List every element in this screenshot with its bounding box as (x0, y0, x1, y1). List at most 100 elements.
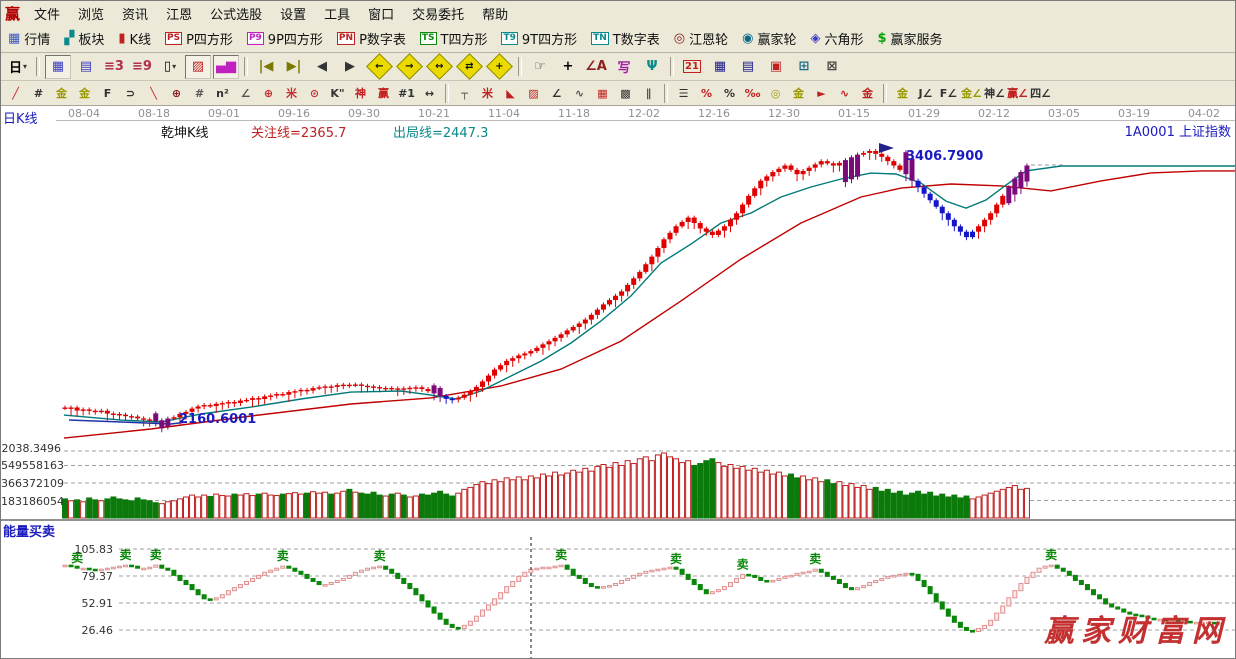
toolbar-item-gann-wheel[interactable]: ◎ 江恩轮 (667, 27, 735, 50)
gann-gold-grid2-tool[interactable]: 金 (74, 83, 95, 103)
menu-item-4[interactable]: 公式选股 (210, 7, 263, 23)
ying-grid-tool[interactable]: 赢 (373, 83, 394, 103)
menu-item-3[interactable]: 江恩 (166, 7, 193, 23)
grid-tool[interactable]: # (28, 83, 49, 103)
grid-123-tool[interactable]: #1 (396, 83, 417, 103)
rays-tool[interactable]: 米 (477, 83, 498, 103)
gold-wave-tool[interactable]: 金 (857, 83, 878, 103)
wave-3-button[interactable]: ≡3 (101, 54, 127, 79)
f-angle-tool[interactable]: F∠ (938, 83, 959, 103)
toolbar-item-9p-square[interactable]: P9 9P四方形 (240, 27, 330, 50)
diamond-left-button[interactable]: ← (365, 53, 393, 80)
prev-page-button[interactable]: ◀ (309, 54, 335, 79)
menu-item-2[interactable]: 资讯 (122, 7, 149, 23)
gann-note-button[interactable]: 写 (611, 54, 637, 79)
shen-angle-tool[interactable]: 神∠ (984, 83, 1005, 103)
remote-button[interactable]: ⊞ (791, 54, 817, 79)
box-rays-tool[interactable]: ▨ (523, 83, 544, 103)
n-square-tool[interactable]: n² (212, 83, 233, 103)
menu-item-0[interactable]: 文件 (34, 7, 61, 23)
next-page-button[interactable]: ▶ (337, 54, 363, 79)
width-measure-tool[interactable]: ↔ (419, 83, 440, 103)
diamond-expand-button[interactable]: + (485, 53, 513, 80)
flag-tool[interactable]: ► (811, 83, 832, 103)
gold-line-tool[interactable]: 金 (788, 83, 809, 103)
toolbar-item-winner-service[interactable]: $ 赢家服务 (870, 27, 949, 50)
toolbar-item-t-square[interactable]: TS T四方形 (413, 27, 495, 50)
circle-cross-tool[interactable]: ⊕ (258, 83, 279, 103)
tsquare-tool[interactable]: ┬ (454, 83, 475, 103)
toolbar-item-sector-blocks[interactable]: ▞ 板块 (57, 27, 111, 50)
menu-item-9[interactable]: 帮助 (482, 7, 509, 23)
print-button[interactable]: ⊠ (819, 54, 845, 79)
info-panel-button[interactable]: ▤ (73, 54, 99, 79)
wave-tool[interactable]: ∿ (834, 83, 855, 103)
permille-tool[interactable]: ‰ (742, 83, 763, 103)
angle-tool-button[interactable]: ∠A (583, 54, 609, 79)
toolbar-item-kline[interactable]: ▮ K线 (111, 27, 158, 50)
symbol-code: 1A0001 (1124, 125, 1175, 140)
parallel-lines-tool[interactable]: ∥ (638, 83, 659, 103)
pen-tool[interactable]: ╱ (5, 83, 26, 103)
energy-chart-button[interactable]: ▄▆ (213, 54, 239, 79)
save-button[interactable]: ▣ (763, 54, 789, 79)
dark-grid-tool[interactable]: ▩ (615, 83, 636, 103)
corner-rays-tool[interactable]: ◣ (500, 83, 521, 103)
calendar-button[interactable]: 21 (679, 54, 705, 79)
tsquare-tool-icon: ┬ (461, 86, 468, 100)
pattern-window-button[interactable]: ▦ (45, 54, 71, 79)
mirror-angle-tool[interactable]: ∠ (235, 83, 256, 103)
chip-distribution-button[interactable]: ▨ (185, 54, 211, 79)
percent-angle-tool[interactable]: % (696, 83, 717, 103)
menu-item-7[interactable]: 窗口 (368, 7, 395, 23)
notes-button[interactable]: ▤ (735, 54, 761, 79)
menu-item-8[interactable]: 交易委托 (412, 7, 465, 23)
crosshair-tool-button[interactable]: + (555, 54, 581, 79)
gann-gold-grid-tool[interactable]: 金 (51, 83, 72, 103)
gann-circle-tool[interactable]: ⊕ (166, 83, 187, 103)
toolbar-item-p-number-table[interactable]: PN P数字表 (330, 27, 413, 50)
toolbar-item-t-number-table[interactable]: TN T数字表 (584, 27, 667, 50)
toolbar-item-winner-wheel[interactable]: ◉ 赢家轮 (735, 27, 803, 50)
grid-dense-tool[interactable]: # (189, 83, 210, 103)
calculator-button[interactable]: ▦ (707, 54, 733, 79)
gold-angle-tool[interactable]: 金 (892, 83, 913, 103)
candle-style-button[interactable]: ▯ ▾ (157, 54, 183, 79)
circle-grid-tool[interactable]: ⊙ (304, 83, 325, 103)
period-day-button[interactable]: 日 ▾ (5, 54, 31, 79)
gold-circle-tool[interactable]: ◎ (765, 83, 786, 103)
jin-angle-tool[interactable]: 金∠ (961, 83, 982, 103)
levels-tool[interactable]: ☰ (673, 83, 694, 103)
first-page-button[interactable]: |◀ (253, 54, 279, 79)
shen-grid-tool[interactable]: 神 (350, 83, 371, 103)
zigzag-tool[interactable]: ∿ (569, 83, 590, 103)
hand-tool-button[interactable]: ☞ (527, 54, 553, 79)
toolbar-item-p-square[interactable]: PS P四方形 (158, 27, 240, 50)
last-page-button[interactable]: ▶| (281, 54, 307, 79)
diamond-right-button[interactable]: → (395, 53, 423, 80)
toolbar-item-hexagon[interactable]: ◈ 六角形 (803, 27, 870, 50)
star-rays-tool[interactable]: 米 (281, 83, 302, 103)
indicator-axis-label-4: 26.46 (81, 624, 114, 637)
pen-red-tool[interactable]: ╲ (143, 83, 164, 103)
ying-angle-tool[interactable]: 赢∠ (1007, 83, 1028, 103)
si-angle-tool[interactable]: 四∠ (1030, 83, 1051, 103)
j-angle-tool[interactable]: J∠ (915, 83, 936, 103)
red-grid-tool[interactable]: ▦ (592, 83, 613, 103)
menu-item-1[interactable]: 浏览 (78, 7, 105, 23)
toolbar-item-9t-square[interactable]: T9 9T四方形 (494, 27, 584, 50)
diamond-compress-button[interactable]: ⇄ (455, 53, 483, 80)
menu-item-6[interactable]: 工具 (324, 7, 351, 23)
diamond-horizontal-button[interactable]: ↔ (425, 53, 453, 80)
wave-3-button-icon: ≡3 (104, 59, 124, 74)
brain-button[interactable]: Ψ (639, 54, 665, 79)
arc-grid-tool[interactable]: ⊃ (120, 83, 141, 103)
percent-tool[interactable]: % (719, 83, 740, 103)
toolbar-item-market-quotes[interactable]: ▦ 行情 (1, 27, 57, 50)
f-grid-tool[interactable]: F (97, 83, 118, 103)
menu-item-5[interactable]: 设置 (280, 7, 307, 23)
trend-angle-tool[interactable]: ∠ (546, 83, 567, 103)
wave-9-button[interactable]: ≡9 (129, 54, 155, 79)
k-measure-tool[interactable]: K" (327, 83, 348, 103)
